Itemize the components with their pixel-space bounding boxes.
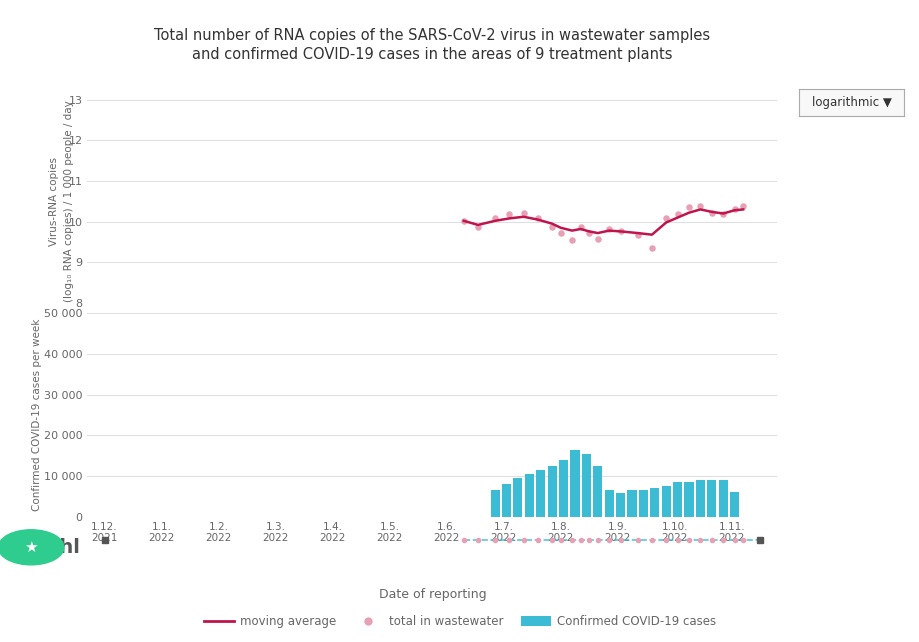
Point: [727, 204, 742, 214]
Point: [552, 535, 567, 545]
Text: thl: thl: [51, 538, 80, 557]
Bar: [570, 449, 579, 517]
Point: [456, 216, 471, 226]
Point: [735, 201, 750, 211]
Bar: [673, 482, 681, 517]
Bar: [684, 482, 693, 517]
Point: [601, 535, 616, 545]
Point: [692, 201, 707, 211]
Bar: [581, 454, 590, 517]
Bar: [604, 490, 613, 517]
Point: [613, 225, 628, 236]
Point: [471, 535, 485, 545]
Point: [564, 535, 579, 545]
Point: [601, 224, 616, 234]
Point: [658, 213, 673, 223]
Circle shape: [0, 530, 64, 565]
Bar: [502, 484, 511, 517]
Bar: [547, 466, 556, 517]
Point: [487, 213, 502, 223]
Point: [530, 535, 545, 545]
Legend: moving average, total in wastewater, Confirmed COVID-19 cases: moving average, total in wastewater, Con…: [199, 611, 720, 633]
Bar: [559, 460, 568, 517]
Point: [590, 535, 605, 545]
Bar: [638, 490, 647, 517]
Bar: [593, 466, 602, 517]
Point: [692, 535, 707, 545]
Point: [715, 209, 730, 220]
Point: [715, 535, 730, 545]
Point: [727, 535, 742, 545]
Point: [564, 235, 579, 245]
Point: [471, 221, 485, 232]
Y-axis label: Confirmed COVID-19 cases per week: Confirmed COVID-19 cases per week: [32, 319, 42, 511]
Point: [658, 535, 673, 545]
Point: [530, 213, 545, 223]
Point: [735, 535, 750, 545]
Point: [590, 234, 605, 244]
Point: [630, 230, 644, 240]
Bar: [695, 480, 704, 517]
Text: ★: ★: [24, 540, 38, 555]
Bar: [616, 493, 625, 517]
Bar: [718, 480, 727, 517]
Point: [516, 535, 530, 545]
Point: [456, 535, 471, 545]
Point: [630, 535, 644, 545]
Point: [644, 243, 659, 253]
Point: [544, 535, 559, 545]
Point: [502, 209, 516, 220]
Point: [613, 535, 628, 545]
Text: logarithmic ▼: logarithmic ▼: [811, 96, 891, 108]
Bar: [650, 489, 659, 517]
Point: [573, 221, 587, 232]
Text: and confirmed COVID-19 cases in the areas of 9 treatment plants: and confirmed COVID-19 cases in the area…: [192, 47, 672, 62]
Point: [670, 535, 685, 545]
Point: [581, 228, 596, 238]
Point: [516, 207, 530, 218]
Point: [573, 535, 587, 545]
Bar: [490, 490, 499, 517]
Point: [644, 535, 659, 545]
Point: [681, 202, 696, 213]
Point: [681, 535, 696, 545]
Bar: [627, 490, 636, 517]
Y-axis label: Virus-RNA copies
(log₁₀ RNA copies) / 1 000 people / day: Virus-RNA copies (log₁₀ RNA copies) / 1 …: [49, 100, 74, 302]
Point: [502, 535, 516, 545]
Bar: [707, 480, 716, 517]
Bar: [524, 474, 533, 517]
Point: [552, 228, 567, 238]
Point: [704, 535, 719, 545]
Point: [581, 535, 596, 545]
Point: [670, 209, 685, 219]
Text: Total number of RNA copies of the SARS-CoV-2 virus in wastewater samples: Total number of RNA copies of the SARS-C…: [154, 28, 709, 43]
Point: [487, 535, 502, 545]
X-axis label: Date of reporting: Date of reporting: [379, 587, 485, 601]
Point: [544, 221, 559, 232]
Bar: [730, 492, 738, 517]
Bar: [661, 486, 670, 517]
Bar: [513, 478, 522, 517]
Point: [704, 207, 719, 218]
Bar: [536, 470, 545, 517]
